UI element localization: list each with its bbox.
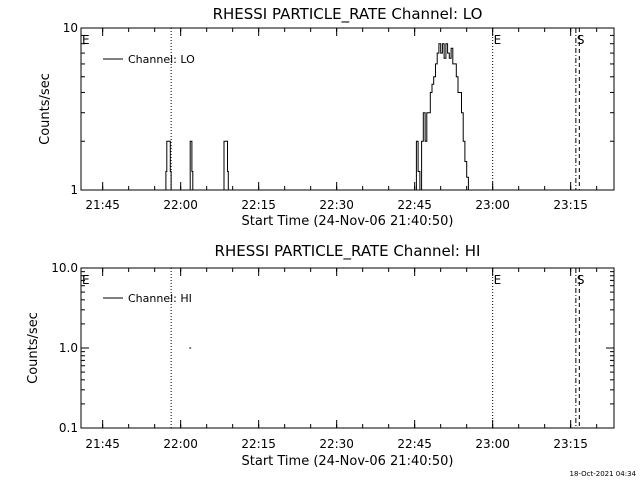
x-tick-label: 23:15 <box>553 198 588 212</box>
x-tick-label: 22:15 <box>241 437 276 451</box>
event-marker-label: E <box>82 33 90 47</box>
event-marker-label: E <box>82 273 90 287</box>
x-tick-label: 21:45 <box>85 437 120 451</box>
x-tick-label: 22:45 <box>397 198 432 212</box>
event-marker-label: E <box>494 33 502 47</box>
x-tick-label: 22:45 <box>397 437 432 451</box>
y-tick-label: 1 <box>70 183 78 197</box>
chart-title: RHESSI PARTICLE_RATE Channel: LO <box>213 5 483 24</box>
x-tick-label: 23:00 <box>475 198 510 212</box>
y-axis-label: Counts/sec <box>38 73 53 145</box>
event-marker-label: S <box>577 33 585 47</box>
x-tick-label: 23:15 <box>553 437 588 451</box>
x-tick-label: 22:30 <box>319 437 354 451</box>
x-tick-label: 21:45 <box>85 198 120 212</box>
y-tick-label: 10 <box>63 21 78 35</box>
x-tick-label: 22:00 <box>163 437 198 451</box>
chart-title: RHESSI PARTICLE_RATE Channel: HI <box>215 242 481 261</box>
y-tick-label: 1.0 <box>59 341 78 355</box>
y-axis-label: Counts/sec <box>26 312 41 384</box>
event-marker-label: E <box>494 273 502 287</box>
y-tick-label: 0.1 <box>59 421 78 435</box>
x-tick-label: 22:15 <box>241 198 276 212</box>
x-tick-label: 22:00 <box>163 198 198 212</box>
x-axis-label: Start Time (24-Nov-06 21:40:50) <box>242 214 454 229</box>
x-tick-label: 23:00 <box>475 437 510 451</box>
legend-label: Channel: HI <box>128 292 192 305</box>
series-line <box>81 43 614 191</box>
x-axis-label: Start Time (24-Nov-06 21:40:50) <box>242 454 454 469</box>
panel-lo: RHESSI PARTICLE_RATE Channel: LO Counts/s… <box>38 5 615 229</box>
event-marker-label: S <box>577 273 585 287</box>
x-tick-label: 22:30 <box>319 198 354 212</box>
timestamp: 18-Oct-2021 04:34 <box>570 470 637 478</box>
legend-label: Channel: LO <box>128 53 195 66</box>
panel-hi: RHESSI PARTICLE_RATE Channel: HI Counts/s… <box>26 242 615 469</box>
y-tick-label: 10.0 <box>51 261 78 275</box>
